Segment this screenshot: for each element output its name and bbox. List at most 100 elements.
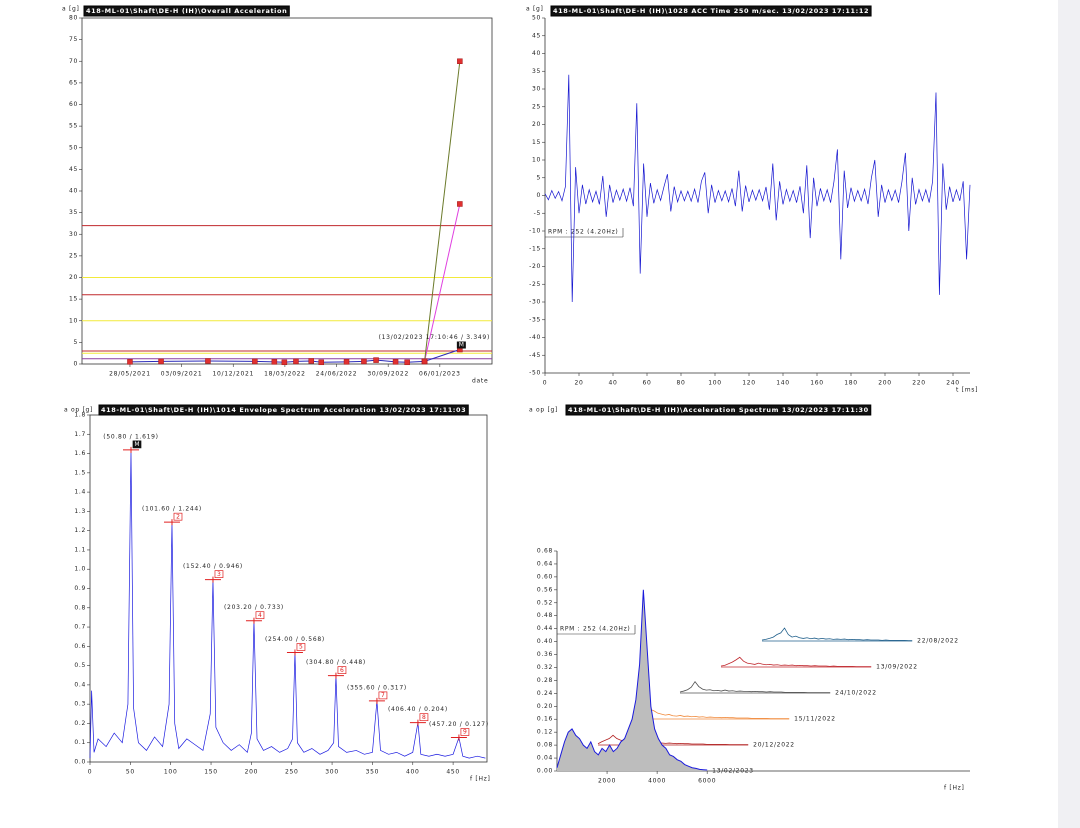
y-tick-label: 0.52 bbox=[537, 599, 553, 606]
peak-marker-box bbox=[255, 611, 265, 620]
point-marker bbox=[271, 359, 278, 365]
y-tick-label: 0.28 bbox=[537, 677, 553, 684]
x-tick-label: 18/03/2022 bbox=[264, 371, 306, 378]
y-tick-label: 50 bbox=[69, 144, 78, 151]
x-tick-label: 60 bbox=[642, 380, 651, 387]
peak-marker-box bbox=[337, 666, 347, 674]
point-marker bbox=[457, 58, 463, 64]
x-tick-label: 4000 bbox=[648, 778, 666, 785]
y-tick-label: 0.40 bbox=[537, 638, 553, 645]
point-marker bbox=[343, 359, 350, 365]
x-tick-label: 250 bbox=[285, 769, 299, 776]
peak-marker-box bbox=[296, 643, 306, 651]
y-tick-label: 35 bbox=[532, 68, 541, 75]
y-tick-label: 1.2 bbox=[74, 527, 86, 534]
x-tick-label: 160 bbox=[810, 380, 824, 387]
x-tick-label: 0 bbox=[543, 380, 548, 387]
y-tick-label: 0.24 bbox=[537, 690, 553, 697]
y-tick-label: 70 bbox=[69, 58, 78, 65]
spectrum-fill bbox=[557, 589, 708, 771]
peak-marker: 3 bbox=[217, 571, 221, 578]
spectrum-trace bbox=[556, 589, 708, 771]
peak-label: (355.60 / 0.317) bbox=[347, 684, 407, 691]
side-strip bbox=[1058, 0, 1080, 828]
peak-marker-box bbox=[419, 713, 429, 722]
point-marker bbox=[457, 201, 463, 207]
trace-date: 22/08/2022 bbox=[917, 638, 959, 645]
y-tick-label: 0.5 bbox=[74, 662, 86, 669]
x-tick-label: 100 bbox=[164, 769, 178, 776]
y-tick-label: 60 bbox=[69, 101, 78, 108]
y-tick-label: 40 bbox=[532, 50, 541, 57]
peak-label: (50.80 / 1.619) bbox=[103, 433, 158, 440]
x-axis-label: t [ms] bbox=[956, 387, 978, 394]
series-line bbox=[129, 349, 461, 363]
trace-date: 24/10/2022 bbox=[835, 690, 877, 697]
x-tick-label: 240 bbox=[946, 380, 960, 387]
y-tick-label: -50 bbox=[529, 370, 541, 377]
y-tick-label: 1.7 bbox=[74, 431, 86, 438]
x-tick-label: 03/09/2021 bbox=[161, 371, 203, 378]
y-tick-label: 80 bbox=[69, 15, 78, 22]
y-tick-label: 45 bbox=[69, 166, 78, 173]
peak-marker: 4 bbox=[258, 612, 262, 619]
x-tick-label: 2000 bbox=[598, 778, 616, 785]
y-tick-label: 0.56 bbox=[537, 586, 553, 593]
peak-label: (101.60 / 1.244) bbox=[142, 506, 202, 513]
y-tick-label: 45 bbox=[532, 32, 541, 39]
spectrum-trace bbox=[638, 708, 790, 720]
y-axis-label: a op [g] bbox=[529, 407, 558, 414]
x-tick-label: 400 bbox=[406, 769, 420, 776]
point-marker bbox=[392, 359, 399, 365]
peak-marker: M bbox=[134, 441, 139, 448]
chart-title: 418-ML-01\Shaft\DE-H (IH)\1028 ACC Time … bbox=[553, 7, 869, 15]
x-axis-label: date bbox=[472, 378, 488, 385]
peak-label: (457.20 / 0.127) bbox=[429, 721, 489, 728]
y-tick-label: 0.3 bbox=[74, 701, 86, 708]
y-tick-label: 75 bbox=[69, 36, 78, 43]
y-tick-label: 20 bbox=[532, 121, 541, 128]
y-tick-label: -35 bbox=[529, 316, 541, 323]
point-marker bbox=[373, 357, 379, 363]
chart-title: 418-ML-01\Shaft\DE-H (IH)\Overall Accele… bbox=[86, 7, 287, 15]
x-tick-label: 140 bbox=[776, 380, 790, 387]
peak-marker: 7 bbox=[381, 692, 385, 699]
y-tick-label: 0.12 bbox=[537, 729, 553, 736]
peak-marker: 2 bbox=[176, 513, 180, 520]
y-tick-label: 10 bbox=[69, 317, 78, 324]
x-tick-label: 0 bbox=[88, 769, 93, 776]
y-tick-label: 0.1 bbox=[74, 739, 86, 746]
trace-date: 20/12/2022 bbox=[753, 742, 795, 749]
y-tick-label: 0.00 bbox=[537, 768, 553, 775]
peak-label: (152.40 / 0.946) bbox=[183, 563, 243, 570]
y-tick-label: 0.32 bbox=[537, 664, 553, 671]
spectrum-trace bbox=[761, 627, 913, 642]
x-tick-label: 150 bbox=[204, 769, 218, 776]
peak-marker-box bbox=[460, 728, 470, 736]
x-tick-label: 200 bbox=[878, 380, 892, 387]
y-tick-label: 15 bbox=[532, 139, 541, 146]
y-tick-label: -40 bbox=[529, 334, 541, 341]
title-box bbox=[565, 404, 872, 416]
x-tick-label: 80 bbox=[676, 380, 685, 387]
y-tick-label: -25 bbox=[529, 281, 541, 288]
x-tick-label: 300 bbox=[325, 769, 339, 776]
y-tick-label: 1.1 bbox=[74, 546, 86, 553]
x-tick-label: 6000 bbox=[698, 778, 716, 785]
y-tick-label: 1.8 bbox=[74, 412, 86, 419]
point-marker bbox=[308, 358, 314, 364]
trace-date: 13/02/2023 bbox=[712, 768, 754, 775]
x-tick-label: 20 bbox=[574, 380, 583, 387]
x-tick-label: 10/12/2021 bbox=[212, 371, 254, 378]
y-tick-label: 0.44 bbox=[537, 625, 553, 632]
x-axis-label: f [Hz] bbox=[470, 776, 491, 783]
point-marker bbox=[158, 358, 164, 365]
peak-label: (203.20 / 0.733) bbox=[224, 604, 284, 611]
series-line bbox=[544, 74, 971, 303]
y-tick-label: 0.08 bbox=[537, 742, 553, 749]
x-tick-label: 220 bbox=[912, 380, 926, 387]
spectrum-trace bbox=[720, 656, 872, 668]
title-box bbox=[98, 404, 469, 416]
peak-marker: 8 bbox=[422, 714, 426, 721]
